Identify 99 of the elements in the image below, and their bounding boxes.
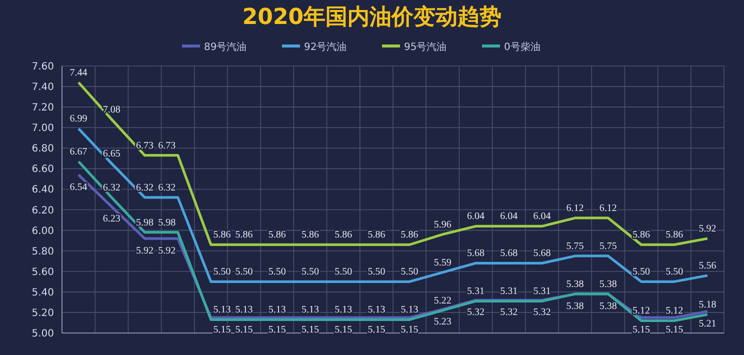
data-label: 5.50 — [302, 266, 319, 278]
data-label: 5.68 — [467, 248, 484, 260]
data-label: 6.12 — [566, 202, 584, 214]
legend-label: 92号汽油 — [304, 41, 347, 53]
y-tick-label: 5.20 — [32, 308, 54, 319]
y-tick-label: 5.40 — [32, 287, 54, 298]
data-label: 5.31 — [533, 286, 551, 298]
data-label: 5.68 — [500, 248, 518, 260]
y-tick-label: 7.00 — [32, 123, 54, 134]
data-label: 5.15 — [666, 324, 684, 336]
data-label: 5.86 — [368, 230, 386, 241]
data-label: 5.56 — [698, 260, 716, 272]
data-label: 5.75 — [566, 240, 584, 252]
data-label: 5.15 — [632, 324, 650, 336]
data-label: 6.04 — [500, 211, 518, 222]
data-label: 5.86 — [666, 230, 684, 241]
data-label: 6.73 — [158, 140, 176, 152]
data-label: 5.50 — [334, 266, 352, 278]
y-tick-label: 6.40 — [32, 184, 54, 196]
data-label: 5.96 — [434, 219, 452, 230]
data-label: 5.50 — [268, 266, 286, 278]
y-tick-label: 7.20 — [32, 102, 54, 114]
data-label: 5.86 — [334, 230, 352, 241]
data-label: 5.15 — [368, 324, 386, 336]
data-label: 5.13 — [213, 304, 231, 316]
data-label: 5.21 — [698, 318, 716, 330]
data-label: 5.86 — [632, 230, 650, 241]
data-label: 7.44 — [70, 67, 88, 78]
data-label: 6.04 — [467, 211, 484, 222]
data-label: 5.50 — [632, 266, 650, 278]
data-label: 5.31 — [467, 286, 484, 298]
y-tick-label: 5.80 — [32, 246, 54, 258]
data-label: 6.32 — [136, 182, 154, 194]
legend-label: 89号汽油 — [204, 41, 247, 53]
data-label: 5.12 — [666, 306, 684, 317]
data-label: 6.32 — [158, 182, 176, 194]
data-label: 5.38 — [566, 300, 584, 312]
data-label: 5.50 — [213, 266, 231, 278]
data-label: 5.50 — [666, 266, 684, 278]
data-label: 5.86 — [302, 230, 319, 241]
data-label: 5.15 — [302, 324, 319, 336]
data-label: 5.92 — [136, 246, 154, 257]
data-label: 5.23 — [434, 316, 452, 328]
data-label: 5.22 — [434, 295, 452, 306]
data-label: 5.50 — [400, 266, 418, 278]
data-label: 5.50 — [368, 266, 386, 278]
data-label: 5.86 — [400, 230, 418, 241]
data-label: 5.13 — [302, 304, 319, 316]
data-label: 5.31 — [500, 286, 518, 298]
data-label: 5.13 — [268, 304, 286, 316]
data-label: 5.12 — [632, 306, 650, 317]
data-label: 5.98 — [136, 217, 154, 228]
legend-label: 0号柴油 — [504, 41, 540, 53]
data-label: 5.15 — [400, 324, 418, 336]
data-label: 5.50 — [235, 266, 253, 278]
data-label: 5.86 — [235, 230, 253, 241]
data-label: 5.86 — [213, 230, 231, 241]
chart-title: 2020年国内油价变动趋势 — [242, 4, 502, 30]
data-label: 5.15 — [235, 324, 253, 336]
data-label: 5.38 — [599, 300, 617, 312]
data-label: 5.18 — [698, 300, 716, 311]
data-label: 6.73 — [136, 140, 154, 152]
data-label: 5.59 — [434, 257, 452, 268]
data-label: 6.32 — [102, 182, 120, 194]
data-label: 5.13 — [368, 304, 386, 316]
data-label: 5.98 — [158, 217, 176, 228]
legend-label: 95号汽油 — [404, 41, 447, 53]
data-label: 5.38 — [599, 278, 617, 290]
y-tick-label: 5.00 — [32, 328, 54, 340]
data-label: 5.13 — [334, 304, 352, 316]
data-label: 7.08 — [102, 104, 120, 116]
data-label: 6.65 — [102, 148, 120, 160]
data-label: 5.13 — [400, 304, 418, 316]
data-label: 5.32 — [467, 307, 484, 318]
y-tick-label: 6.80 — [32, 144, 54, 155]
data-label: 5.15 — [268, 324, 286, 336]
data-label: 5.68 — [533, 248, 551, 260]
data-label: 5.15 — [213, 324, 231, 336]
y-tick-label: 7.40 — [32, 82, 54, 94]
data-label: 5.92 — [698, 224, 716, 235]
data-label: 5.92 — [158, 246, 176, 257]
data-label: 6.67 — [70, 146, 88, 158]
data-label: 6.12 — [599, 202, 617, 214]
data-label: 6.23 — [102, 214, 120, 225]
y-tick-label: 5.60 — [32, 266, 54, 278]
data-label: 5.75 — [599, 240, 617, 252]
y-tick-label: 6.60 — [32, 164, 54, 176]
data-label: 6.04 — [533, 211, 551, 222]
data-label: 5.38 — [566, 278, 584, 290]
data-label: 6.99 — [70, 114, 88, 125]
data-label: 5.32 — [500, 307, 518, 318]
y-tick-label: 6.20 — [32, 205, 54, 216]
data-label: 5.32 — [533, 307, 551, 318]
data-label: 6.54 — [70, 182, 88, 193]
y-tick-label: 6.00 — [32, 226, 54, 237]
data-label: 5.86 — [268, 230, 286, 241]
data-label: 5.15 — [334, 324, 352, 336]
y-tick-label: 7.60 — [32, 62, 54, 72]
data-label: 5.13 — [235, 304, 253, 316]
